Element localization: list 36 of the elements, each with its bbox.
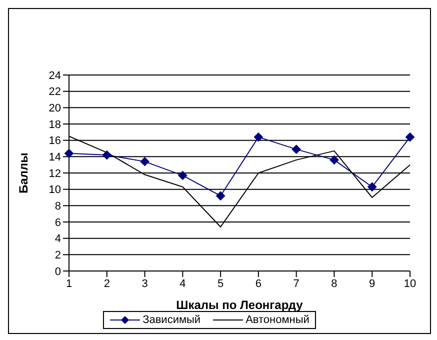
x-tick-label: 8 [331,278,338,290]
point [216,191,226,200]
y-tick-label: 6 [54,216,61,229]
y-tick-label: 20 [48,102,61,115]
x-tick-label: 3 [142,278,148,290]
y-tick-label: 10 [48,184,61,196]
y-tick-label: 0 [54,266,61,278]
x-axis-title: Шкалы по Леонгарду [176,298,304,312]
point [406,132,414,142]
point [368,182,377,192]
x-tick-label: 5 [217,278,224,290]
y-tick-label: 18 [48,118,61,131]
x-tick-label: 7 [293,278,300,290]
y-tick-label: 12 [48,168,61,180]
x-tick-label: 2 [104,278,110,290]
y-tick-label: 8 [54,200,61,213]
y-tick-label: 16 [48,135,61,148]
x-tick-label: 6 [255,278,262,290]
x-tick-label: 4 [180,278,186,290]
point [178,170,188,180]
point [140,157,150,166]
legend-label: Автономный [244,314,310,326]
y-tick-label: 4 [54,233,61,246]
legend-label: Зависимый [142,314,201,326]
y-tick-label: 14 [48,152,61,164]
point [330,155,339,164]
y-axis-title: Баллы [16,152,30,194]
x-tick-label: 10 [404,278,416,290]
y-tick-label: 24 [48,70,61,82]
y-tick-label: 22 [48,86,61,98]
x-tick-label: 9 [369,278,376,290]
y-tick-label: 2 [54,250,61,262]
x-tick-label: 1 [66,278,72,290]
point [102,150,112,160]
point [292,144,301,154]
point [254,132,263,142]
